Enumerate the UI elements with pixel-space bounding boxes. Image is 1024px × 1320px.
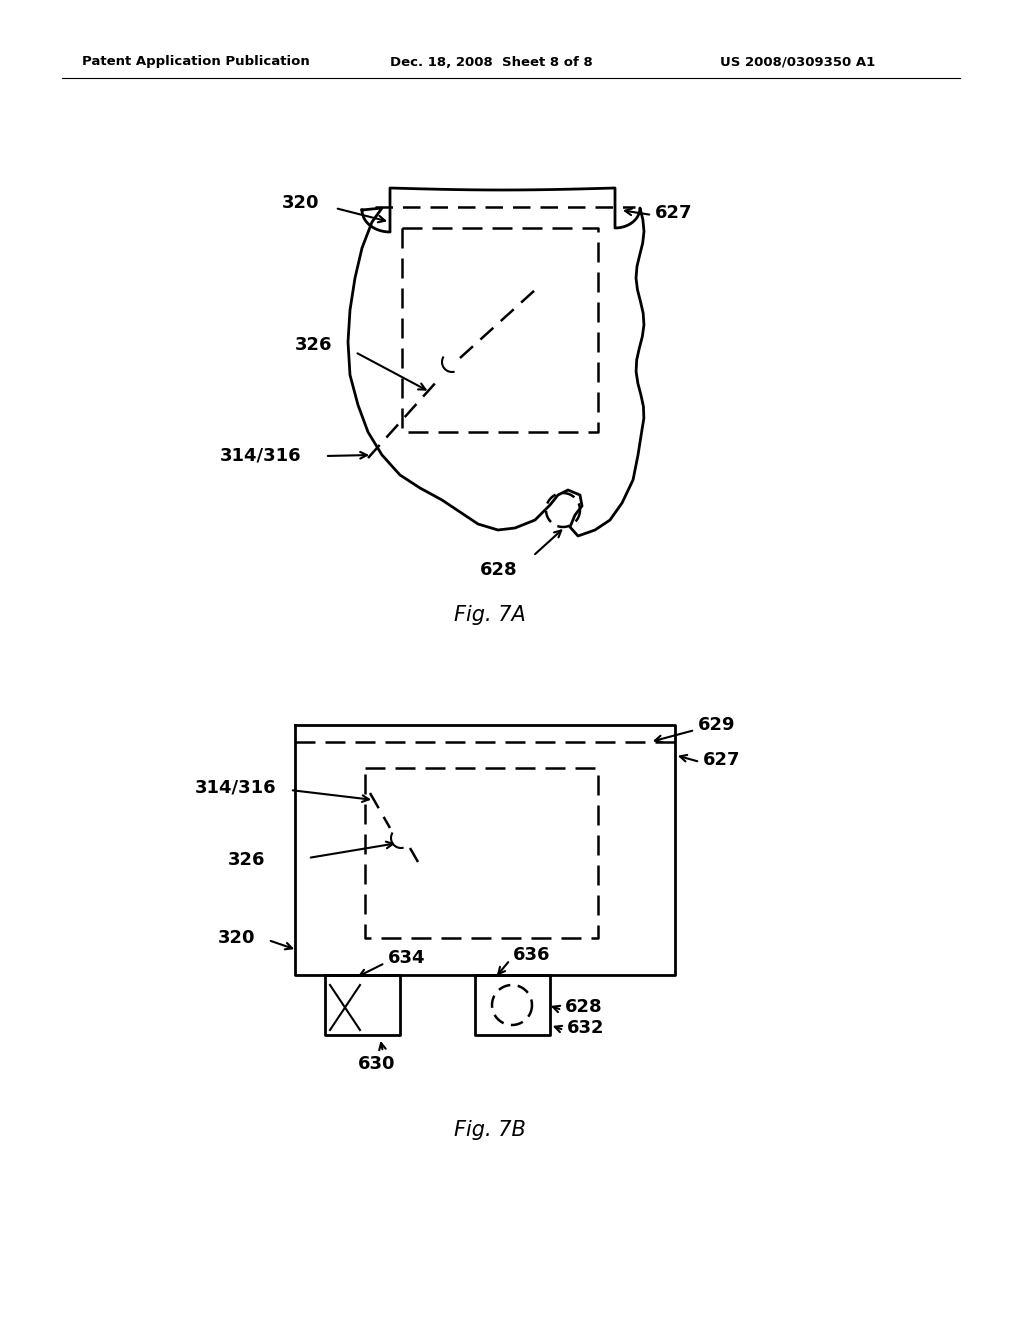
Text: 627: 627: [655, 205, 692, 222]
Text: 627: 627: [703, 751, 740, 770]
Text: 314/316: 314/316: [195, 777, 276, 796]
Text: 320: 320: [218, 929, 256, 946]
Text: 629: 629: [698, 715, 735, 734]
Text: 314/316: 314/316: [220, 446, 302, 465]
Text: Dec. 18, 2008  Sheet 8 of 8: Dec. 18, 2008 Sheet 8 of 8: [390, 55, 593, 69]
Text: 628: 628: [480, 561, 517, 579]
Text: 632: 632: [567, 1019, 604, 1038]
Text: Fig. 7A: Fig. 7A: [454, 605, 526, 624]
Text: 634: 634: [388, 949, 426, 968]
Text: Fig. 7B: Fig. 7B: [454, 1119, 526, 1140]
Text: 630: 630: [358, 1055, 395, 1073]
Text: 628: 628: [565, 998, 603, 1016]
Text: 326: 326: [228, 851, 265, 869]
Text: 636: 636: [513, 946, 551, 964]
Text: US 2008/0309350 A1: US 2008/0309350 A1: [720, 55, 876, 69]
Text: 320: 320: [282, 194, 319, 213]
Text: 326: 326: [295, 337, 333, 354]
Text: Patent Application Publication: Patent Application Publication: [82, 55, 309, 69]
